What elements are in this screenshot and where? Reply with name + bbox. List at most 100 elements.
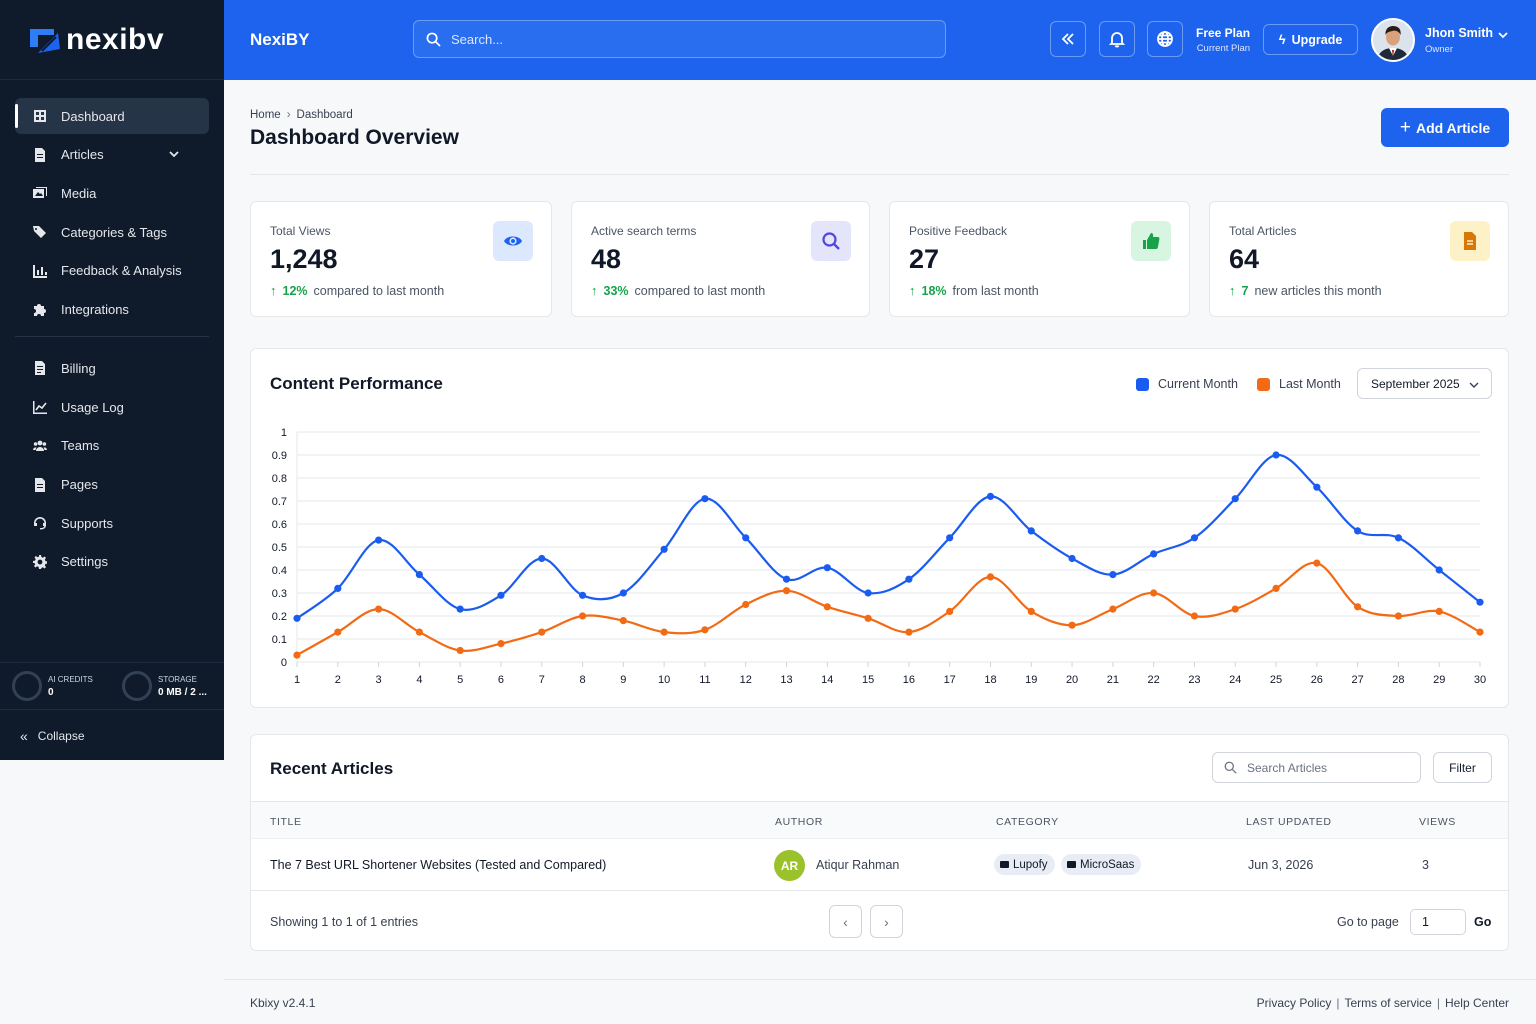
column-category[interactable]: CATEGORY [996, 816, 1059, 828]
go-button[interactable]: Go [1474, 915, 1492, 929]
chevron-down-icon[interactable] [169, 149, 179, 159]
sidebar-item-pages[interactable]: Pages [15, 467, 209, 503]
sidebar-item-articles[interactable]: Articles [15, 137, 209, 173]
data-point-last-month[interactable] [1354, 603, 1362, 611]
data-point-last-month[interactable] [1231, 605, 1239, 613]
data-point-current-month[interactable] [1394, 534, 1403, 542]
data-point-current-month[interactable] [823, 564, 831, 572]
data-point-current-month[interactable] [1231, 495, 1239, 503]
data-point-current-month[interactable] [782, 575, 791, 583]
month-select[interactable]: September 2025 [1357, 368, 1492, 399]
chevron-down-icon[interactable] [1498, 30, 1508, 40]
data-point-last-month[interactable] [823, 603, 831, 611]
data-point-last-month[interactable] [660, 628, 668, 636]
sidebar-item-integrations[interactable]: Integrations [15, 291, 209, 327]
data-point-current-month[interactable] [619, 589, 627, 597]
data-point-current-month[interactable] [1150, 550, 1158, 558]
data-point-last-month[interactable] [1027, 607, 1035, 615]
data-point-last-month[interactable] [905, 628, 913, 636]
breadcrumb-home[interactable]: Home [250, 109, 281, 121]
data-point-last-month[interactable] [374, 605, 383, 613]
collapse-button[interactable]: « Collapse [20, 728, 85, 744]
data-point-current-month[interactable] [1068, 554, 1076, 563]
data-point-current-month[interactable] [946, 534, 954, 542]
notifications-button[interactable] [1099, 21, 1135, 57]
category-tag[interactable]: Lupofy [994, 854, 1055, 875]
column-title[interactable]: TITLE [270, 816, 302, 828]
data-point-last-month[interactable] [415, 628, 423, 636]
privacy-policy-link[interactable]: Privacy Policy [1256, 996, 1332, 1010]
collapse-sidebar-button[interactable] [1050, 21, 1086, 57]
data-point-last-month[interactable] [334, 628, 342, 636]
prev-page-button[interactable]: ‹ [829, 905, 862, 938]
language-button[interactable] [1147, 21, 1183, 57]
sidebar-item-settings[interactable]: Settings [15, 544, 209, 580]
data-point-last-month[interactable] [701, 626, 709, 634]
logo[interactable]: nexibv [0, 0, 224, 80]
sidebar-item-teams[interactable]: Teams [15, 428, 209, 464]
data-point-last-month[interactable] [782, 587, 791, 595]
sidebar-item-categories-tags[interactable]: Categories & Tags [15, 214, 209, 250]
data-point-last-month[interactable] [619, 617, 627, 625]
search-input[interactable] [451, 31, 931, 47]
data-point-current-month[interactable] [1313, 483, 1321, 491]
article-title[interactable]: The 7 Best URL Shortener Websites (Teste… [270, 858, 607, 872]
data-point-current-month[interactable] [701, 495, 709, 503]
data-point-last-month[interactable] [1476, 628, 1484, 636]
data-point-last-month[interactable] [1394, 612, 1403, 620]
data-point-last-month[interactable] [1272, 584, 1280, 592]
data-point-last-month[interactable] [986, 573, 995, 581]
data-point-current-month[interactable] [497, 591, 505, 599]
data-point-last-month[interactable] [1109, 605, 1117, 613]
add-article-button[interactable]: + Add Article [1381, 108, 1509, 147]
column-views[interactable]: VIEWS [1419, 816, 1456, 828]
filter-button[interactable]: Filter [1433, 752, 1492, 783]
data-point-current-month[interactable] [1109, 571, 1117, 579]
data-point-current-month[interactable] [1476, 598, 1484, 606]
legend-current-month[interactable]: Current Month [1136, 377, 1238, 391]
article-search[interactable] [1212, 752, 1421, 783]
data-point-current-month[interactable] [864, 589, 872, 597]
sidebar-item-dashboard[interactable]: Dashboard [15, 98, 209, 134]
data-point-last-month[interactable] [293, 651, 301, 659]
data-point-last-month[interactable] [1150, 589, 1158, 597]
data-point-current-month[interactable] [1190, 534, 1199, 542]
data-point-current-month[interactable] [1435, 566, 1443, 574]
avatar[interactable] [1371, 18, 1415, 62]
data-point-current-month[interactable] [986, 492, 995, 500]
data-point-current-month[interactable] [538, 554, 546, 563]
data-point-last-month[interactable] [578, 612, 587, 620]
data-point-current-month[interactable] [415, 571, 423, 579]
data-point-current-month[interactable] [1354, 527, 1362, 535]
sidebar-item-supports[interactable]: Supports [15, 505, 209, 541]
help-center-link[interactable]: Help Center [1444, 996, 1509, 1010]
data-point-current-month[interactable] [293, 614, 301, 622]
data-point-current-month[interactable] [578, 591, 587, 599]
data-point-last-month[interactable] [864, 614, 872, 622]
legend-last-month[interactable]: Last Month [1257, 377, 1341, 391]
data-point-current-month[interactable] [456, 605, 464, 613]
sidebar-item-usage-log[interactable]: Usage Log [15, 389, 209, 425]
data-point-current-month[interactable] [742, 534, 750, 542]
data-point-last-month[interactable] [456, 646, 464, 655]
next-page-button[interactable]: › [870, 905, 903, 938]
data-point-last-month[interactable] [497, 640, 505, 648]
global-search[interactable] [413, 20, 946, 58]
sidebar-item-feedback-analysis[interactable]: Feedback & Analysis [15, 253, 209, 289]
data-point-current-month[interactable] [1027, 527, 1035, 535]
article-search-input[interactable] [1247, 760, 1407, 775]
sidebar-item-media[interactable]: Media [15, 175, 209, 211]
terms-link[interactable]: Terms of service [1344, 996, 1432, 1010]
data-point-last-month[interactable] [1190, 612, 1199, 620]
category-tag[interactable]: MicroSaas [1061, 854, 1142, 875]
table-row[interactable]: The 7 Best URL Shortener Websites (Teste… [251, 839, 1508, 891]
column-last-updated[interactable]: LAST UPDATED [1246, 816, 1332, 828]
data-point-current-month[interactable] [374, 536, 383, 544]
data-point-last-month[interactable] [1313, 559, 1321, 567]
data-point-current-month[interactable] [660, 545, 668, 553]
header-brand[interactable]: NexiBY [250, 30, 310, 49]
data-point-last-month[interactable] [1068, 621, 1076, 629]
data-point-last-month[interactable] [538, 628, 546, 636]
goto-page-input[interactable] [1410, 909, 1466, 935]
data-point-current-month[interactable] [1272, 451, 1280, 459]
